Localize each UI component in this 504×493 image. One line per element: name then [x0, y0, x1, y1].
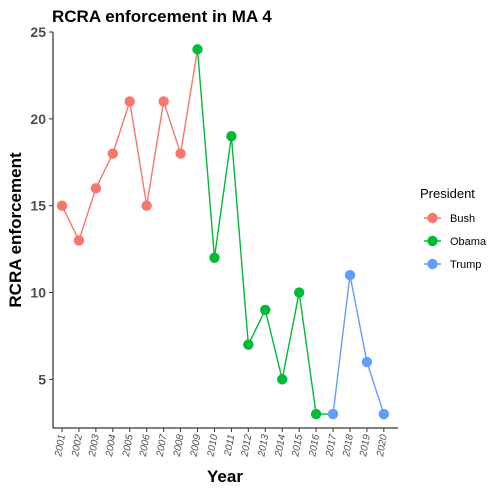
- legend-title: President: [420, 186, 475, 201]
- x-tick-label: 2017: [324, 433, 339, 458]
- data-point-2006: [141, 200, 152, 211]
- data-point-2012: [243, 339, 254, 350]
- legend-label-obama: Obama: [450, 236, 487, 248]
- series-line-obama: [196, 49, 334, 415]
- x-tick-label: 2018: [341, 433, 356, 458]
- data-point-2014: [277, 374, 288, 385]
- x-axis-title: Year: [207, 467, 243, 486]
- x-tick-label: 2009: [189, 433, 204, 458]
- x-tick-label: 2001: [53, 434, 68, 459]
- data-point-2015: [293, 287, 305, 298]
- legend-key-dot: [427, 212, 438, 224]
- legend: President Bush Obama Trump: [420, 186, 487, 271]
- x-tick-label: 2002: [70, 433, 85, 458]
- legend-key-dot: [427, 235, 438, 247]
- data-point-2002: [73, 235, 85, 246]
- x-tick-label: 2008: [172, 433, 187, 458]
- y-tick-label: 20: [30, 111, 46, 127]
- legend-key-dot: [427, 258, 438, 270]
- data-point-2009: [192, 44, 203, 55]
- x-tick-label: 2006: [138, 433, 153, 458]
- data-point-2005: [124, 96, 135, 107]
- series-line-trump: [332, 275, 385, 415]
- series-lines: [61, 49, 385, 415]
- x-tick-label: 2005: [121, 433, 136, 458]
- data-point-2016: [310, 408, 322, 420]
- data-point-2001: [56, 200, 68, 211]
- data-point-2011: [226, 131, 237, 142]
- y-axis-ticks: 5 10 15 20 25: [30, 24, 53, 387]
- y-tick-label: 15: [30, 198, 46, 214]
- x-tick-label: 2004: [104, 433, 119, 458]
- data-point-2020: [378, 408, 390, 420]
- data-point-2017: [327, 408, 339, 420]
- data-point-2008: [175, 148, 186, 159]
- legend-label-trump: Trump: [450, 259, 481, 271]
- x-tick-label: 2016: [307, 433, 322, 458]
- y-tick-label: 10: [30, 285, 46, 301]
- x-tick-label: 2011: [223, 434, 238, 458]
- x-tick-label: 2003: [87, 433, 102, 458]
- data-points: [56, 44, 390, 420]
- data-point-2013: [260, 304, 271, 316]
- x-tick-label: 2020: [375, 433, 390, 458]
- data-point-2019: [361, 356, 373, 368]
- x-tick-label: 2010: [206, 433, 221, 458]
- chart-title: RCRA enforcement in MA 4: [52, 7, 272, 26]
- y-axis-title: RCRA enforcement: [6, 152, 25, 308]
- data-point-2018: [344, 269, 356, 281]
- x-tick-label: 2019: [358, 433, 373, 458]
- legend-label-bush: Bush: [450, 213, 475, 225]
- series-line-bush: [61, 49, 199, 243]
- data-point-2004: [107, 148, 119, 159]
- x-tick-label: 2014: [273, 433, 288, 458]
- data-point-2010: [209, 252, 220, 263]
- y-tick-label: 25: [30, 24, 46, 40]
- x-tick-label: 2007: [155, 433, 170, 458]
- data-point-2007: [158, 96, 169, 107]
- x-axis-ticks: 2001 2002 2003 2004 2005 2006 2007 2008 2009 2010…: [53, 428, 390, 458]
- data-point-2003: [90, 183, 102, 194]
- x-tick-label: 2013: [256, 433, 271, 458]
- y-tick-label: 5: [38, 371, 46, 387]
- x-tick-label: 2012: [239, 433, 254, 458]
- x-tick-label: 2015: [290, 433, 305, 458]
